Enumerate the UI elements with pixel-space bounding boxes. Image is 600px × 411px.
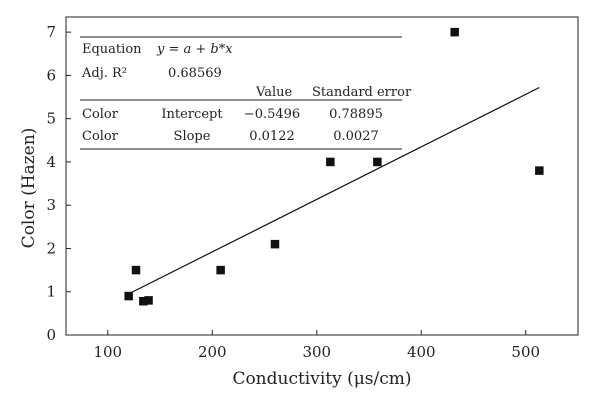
row-param: Intercept	[161, 107, 223, 122]
data-point	[535, 166, 544, 175]
fit-line	[128, 86, 540, 295]
x-tick-label: 500	[511, 343, 540, 361]
fit-table: Equation y = a + b*x Adj. R² 0.68569 Val…	[80, 36, 412, 150]
row-param: Slope	[174, 129, 211, 144]
data-point	[124, 291, 133, 301]
y-tick-label: 2	[46, 239, 56, 257]
x-axis-title: Conductivity (μs/cm)	[232, 369, 411, 389]
x-tick-label: 100	[93, 343, 122, 361]
row-stderr: 0.78895	[329, 107, 383, 122]
y-axis-title: Color (Hazen)	[19, 128, 39, 249]
header-stderr: Standard error	[312, 85, 412, 100]
y-tick-label: 0	[46, 326, 56, 344]
equation-text: y = a + b*x	[156, 42, 233, 57]
x-tick-label: 200	[198, 343, 227, 361]
header-value: Value	[255, 85, 292, 100]
row-value: 0.0122	[249, 129, 295, 144]
row-name: Color	[82, 107, 119, 122]
y-tick-label: 4	[46, 153, 56, 171]
x-tick-label: 300	[302, 343, 331, 361]
x-tick-label: 400	[407, 343, 436, 361]
plot-frame	[65, 16, 579, 336]
y-tick-label: 6	[46, 66, 56, 84]
data-point	[131, 265, 141, 275]
y-tick-label: 1	[46, 283, 56, 301]
y-tick-label: 7	[46, 23, 56, 41]
row-name: Color	[82, 129, 119, 144]
row-stderr: 0.0027	[333, 129, 379, 144]
data-point	[326, 157, 335, 167]
data-point	[270, 239, 280, 249]
data-point	[373, 157, 382, 167]
adj-r2-label: Adj. R²	[81, 66, 127, 81]
data-point	[216, 265, 225, 275]
adj-r2-value: 0.68569	[168, 66, 222, 81]
equation-label: Equation	[82, 42, 142, 57]
y-axis: 0 1 2 3 4 5 6 7	[46, 23, 71, 344]
data-points	[124, 27, 544, 306]
y-tick-label: 5	[46, 110, 56, 128]
x-axis: 100 200 300 400 500	[93, 330, 540, 361]
data-point	[450, 27, 459, 37]
data-point	[144, 296, 153, 305]
data-point	[139, 297, 148, 306]
y-tick-label: 3	[46, 196, 56, 214]
row-value: −0.5496	[244, 107, 300, 122]
